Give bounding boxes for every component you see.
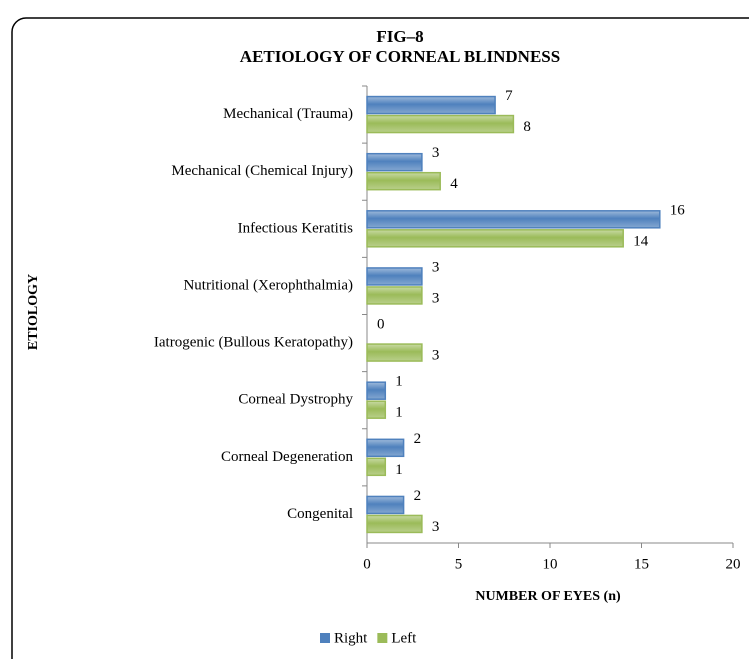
bar [366, 286, 423, 305]
x-tick-label: 0 [363, 556, 371, 572]
y-tick-label: Congenital [287, 506, 353, 522]
y-tick-label: Iatrogenic (Bullous Keratopathy) [154, 335, 353, 351]
value-label: 3 [432, 259, 440, 275]
bar [366, 438, 405, 458]
value-label: 2 [414, 488, 422, 504]
value-label: 8 [523, 119, 531, 135]
value-label: 16 [670, 202, 686, 218]
y-tick-label: Corneal Degeneration [221, 449, 354, 465]
x-tick-label: 5 [455, 556, 463, 572]
chart-title: FIG–8 [376, 27, 423, 46]
y-axis-title: ETIOLOGY [26, 274, 41, 350]
bar [366, 95, 496, 115]
x-tick-label: 10 [543, 556, 558, 572]
y-tick-label: Mechanical (Trauma) [223, 106, 353, 122]
legend-label: Right [334, 630, 368, 646]
value-label: 2 [414, 431, 422, 447]
value-label: 1 [395, 405, 403, 421]
chart-subtitle: AETIOLOGY OF CORNEAL BLINDNESS [240, 47, 560, 66]
x-axis-title: NUMBER OF EYES (n) [475, 589, 621, 604]
y-tick-label: Mechanical (Chemical Injury) [171, 163, 353, 179]
bar [366, 114, 515, 134]
value-label: 3 [432, 290, 440, 306]
value-label: 4 [450, 176, 458, 192]
x-tick-label: 15 [634, 556, 649, 572]
value-label: 3 [432, 348, 440, 364]
value-label: 3 [432, 519, 440, 535]
legend-swatch [377, 633, 388, 643]
bar [366, 495, 405, 515]
y-tick-label: Infectious Keratitis [238, 220, 354, 236]
legend-label: Left [391, 630, 417, 646]
y-tick-label: Nutritional (Xerophthalmia) [183, 277, 353, 293]
bar [366, 400, 387, 419]
value-label: 14 [633, 233, 649, 249]
chart-frame [11, 17, 749, 659]
legend-swatch [320, 633, 330, 643]
value-label: 1 [395, 374, 403, 390]
bar [366, 229, 624, 248]
value-label: 3 [432, 145, 440, 161]
bar [366, 514, 423, 534]
y-tick-label: Corneal Dystrophy [238, 392, 353, 408]
value-label: 0 [377, 317, 385, 333]
value-label: 1 [395, 462, 403, 478]
bar [366, 381, 387, 400]
bar [366, 210, 661, 229]
x-tick-label: 20 [726, 556, 741, 572]
value-label: 7 [505, 88, 513, 104]
bar [366, 457, 387, 477]
bar [366, 343, 423, 362]
bar [366, 267, 423, 286]
bar [366, 171, 441, 191]
bar [366, 152, 423, 172]
